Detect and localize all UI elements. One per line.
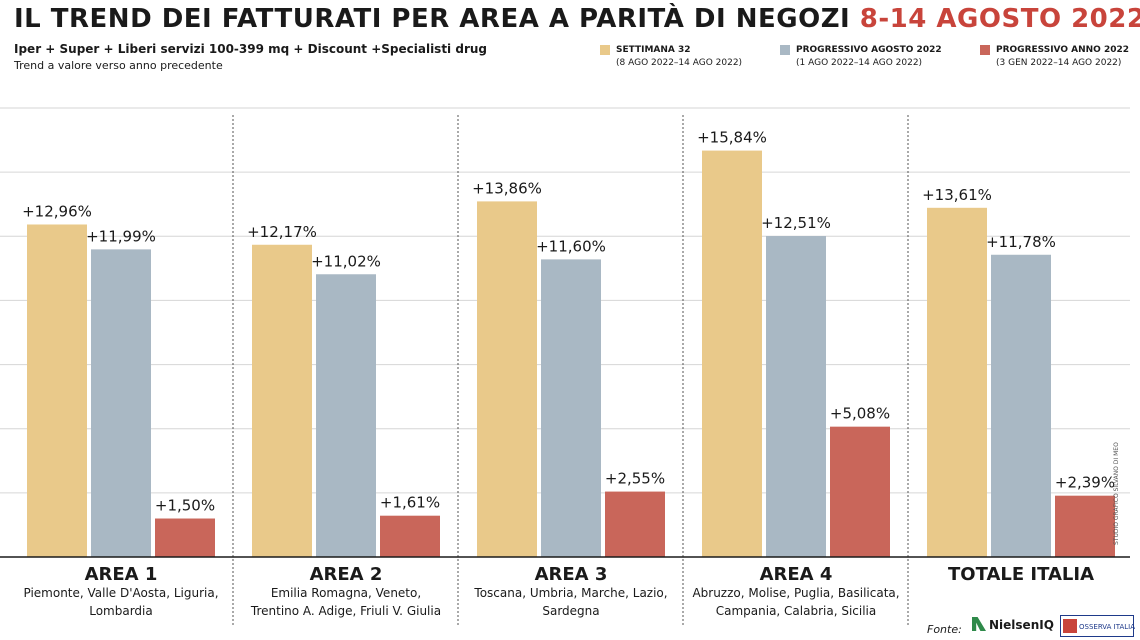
bar — [1055, 495, 1115, 557]
bar — [991, 254, 1051, 557]
legend-range: (1 AGO 2022–14 AGO 2022) — [796, 58, 923, 68]
category-regions: Toscana, Umbria, Marche, Lazio, — [473, 586, 667, 600]
bar — [605, 491, 665, 557]
category-label: AREA 1 — [85, 564, 158, 585]
bar — [316, 274, 376, 557]
category-regions: Sardegna — [542, 604, 599, 618]
category-regions: Emilia Romagna, Veneto, — [271, 586, 421, 600]
bar — [477, 201, 537, 557]
graphic-credit: STUDIO GRAFICO SILVANO DI MEO — [1113, 442, 1120, 545]
osserva-icon — [1063, 619, 1077, 633]
category-regions: Piemonte, Valle D'Aosta, Liguria, — [23, 586, 218, 600]
data-label: +5,08% — [830, 405, 890, 423]
osserva-text: OSSERVA ITALIA — [1079, 623, 1135, 631]
legend-swatch — [980, 45, 990, 55]
bar — [27, 224, 87, 557]
legend-swatch — [600, 45, 610, 55]
data-label: +1,61% — [380, 494, 440, 512]
bar — [252, 244, 312, 558]
source-label: Fonte: — [927, 623, 962, 636]
data-label: +1,50% — [155, 497, 215, 515]
category-regions: Lombardia — [89, 604, 153, 618]
bar — [155, 518, 215, 557]
nielsen-icon — [972, 617, 986, 631]
category-label: AREA 4 — [760, 564, 833, 585]
data-label: +15,84% — [697, 129, 767, 147]
nielsen-text: NielsenIQ — [989, 618, 1054, 632]
legend-title: PROGRESSIVO ANNO 2022 — [996, 45, 1130, 55]
title-dates: 8-14 AGOSTO 2022 — [859, 4, 1140, 34]
nielseniq-logo: NielsenIQ — [972, 617, 1054, 632]
bar — [91, 249, 151, 557]
title-main: IL TREND DEI FATTURATI PER AREA A PARITÀ… — [14, 4, 851, 34]
data-label: +11,99% — [86, 227, 156, 245]
chart-title: IL TREND DEI FATTURATI PER AREA A PARITÀ… — [14, 4, 1140, 34]
bar — [702, 150, 762, 557]
data-label: +2,39% — [1055, 474, 1115, 492]
legend-title: SETTIMANA 32 — [616, 45, 691, 55]
category-label: AREA 3 — [535, 564, 608, 585]
data-label: +2,55% — [605, 470, 665, 488]
data-label: +11,78% — [986, 233, 1056, 251]
legend-range: (3 GEN 2022–14 AGO 2022) — [996, 58, 1122, 68]
data-label: +11,02% — [311, 252, 381, 270]
data-label: +13,61% — [922, 186, 992, 204]
category-regions: Trentino A. Adige, Friuli V. Giulia — [250, 604, 441, 618]
data-label: +12,96% — [22, 202, 92, 220]
data-label: +12,17% — [247, 223, 317, 241]
data-label: +13,86% — [472, 179, 542, 197]
bar — [541, 259, 601, 557]
chart-subtitle: Iper + Super + Liberi servizi 100-399 mq… — [14, 42, 487, 56]
bar — [380, 515, 440, 557]
category-regions: Abruzzo, Molise, Puglia, Basilicata, — [692, 586, 899, 600]
legend-title: PROGRESSIVO AGOSTO 2022 — [796, 45, 942, 55]
category-label: AREA 2 — [310, 564, 383, 585]
bar — [830, 426, 890, 557]
category-label: TOTALE ITALIA — [948, 564, 1094, 585]
data-label: +11,60% — [536, 237, 606, 255]
legend-range: (8 AGO 2022–14 AGO 2022) — [616, 58, 743, 68]
bar — [766, 236, 826, 557]
chart-subtitle-2: Trend a valore verso anno precedente — [14, 59, 223, 72]
legend-swatch — [780, 45, 790, 55]
osserva-italia-logo: OSSERVA ITALIA — [1060, 615, 1135, 637]
bar — [927, 207, 987, 558]
category-regions: Campania, Calabria, Sicilia — [716, 604, 877, 618]
data-label: +12,51% — [761, 214, 831, 232]
